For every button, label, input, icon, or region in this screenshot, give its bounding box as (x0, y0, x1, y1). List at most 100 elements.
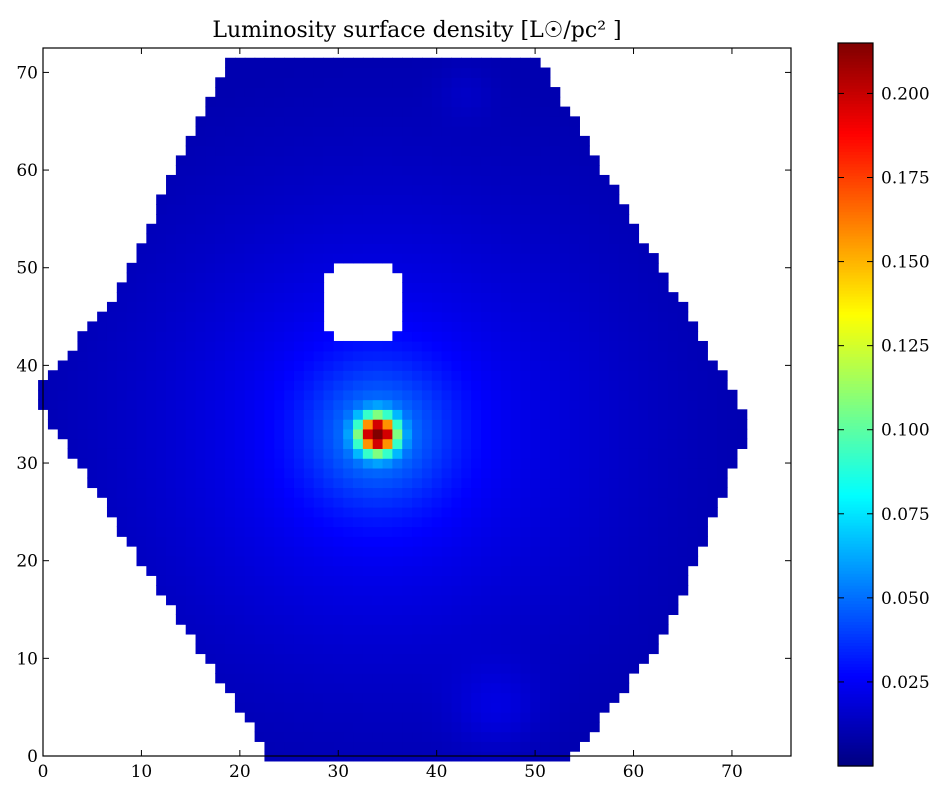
heatmap-cell (205, 477, 216, 489)
heatmap-cell (362, 243, 374, 254)
heatmap-cell (421, 721, 433, 733)
heatmap-cell (500, 262, 512, 274)
heatmap-cell (382, 419, 393, 430)
heatmap-cell (225, 233, 236, 244)
heatmap-cell (274, 135, 285, 147)
heatmap-cell (648, 350, 659, 362)
heatmap-cell (185, 194, 197, 205)
heatmap-cell (431, 380, 443, 391)
heatmap-cell (264, 409, 275, 420)
heatmap-cell (254, 174, 266, 186)
heatmap-cell (480, 458, 492, 469)
heatmap-cell (520, 389, 531, 401)
heatmap-cell (608, 536, 620, 547)
heatmap-cell (185, 458, 197, 469)
heatmap-cell (274, 165, 285, 176)
heatmap-cell (166, 380, 177, 391)
heatmap-cell (392, 155, 403, 166)
heatmap-cell (362, 380, 374, 391)
heatmap-cell (451, 106, 462, 117)
heatmap-cell (156, 497, 167, 508)
heatmap-cell (461, 174, 472, 186)
heatmap-cell (264, 301, 275, 313)
heatmap-cell (520, 731, 531, 742)
heatmap-cell (284, 731, 295, 742)
heatmap-cell (234, 87, 246, 98)
heatmap-cell (421, 243, 433, 254)
heatmap-cell (441, 604, 453, 615)
heatmap-cell (353, 253, 364, 264)
heatmap-cell (215, 477, 226, 489)
heatmap-cell (244, 467, 256, 479)
heatmap-cell (421, 536, 433, 547)
heatmap-cell (333, 497, 344, 508)
heatmap-cell (166, 428, 177, 440)
heatmap-cell (658, 311, 669, 323)
heatmap-cell (372, 546, 384, 557)
heatmap-cell (480, 292, 492, 303)
heatmap-cell (569, 497, 580, 508)
heatmap-cell (166, 223, 177, 235)
heatmap-cell (421, 428, 433, 440)
heatmap-cell (549, 712, 561, 723)
heatmap-cell (205, 165, 216, 176)
heatmap-cell (175, 174, 187, 186)
heatmap-cell (608, 204, 620, 215)
heatmap-cell (579, 663, 590, 674)
heatmap-cell (421, 633, 433, 645)
heatmap-cell (244, 643, 256, 655)
heatmap-cell (244, 57, 256, 69)
heatmap-cell (549, 165, 561, 176)
heatmap-cell (530, 262, 541, 274)
heatmap-cell (67, 389, 79, 401)
heatmap-cell (293, 497, 305, 508)
colorbar-step (838, 380, 873, 385)
heatmap-cell (540, 633, 551, 645)
heatmap-cell (687, 370, 699, 381)
heatmap-cell (274, 174, 285, 186)
heatmap-cell (372, 614, 384, 625)
heatmap-cell (215, 536, 226, 547)
heatmap-cell (382, 428, 393, 440)
colorbar-step (838, 154, 873, 159)
heatmap-cell (156, 233, 167, 244)
heatmap-cell (175, 585, 187, 596)
heatmap-cell (569, 233, 580, 244)
heatmap-cell (490, 301, 502, 313)
heatmap-cell (480, 243, 492, 254)
heatmap-cell (451, 194, 462, 205)
heatmap-cell (648, 428, 659, 440)
heatmap-cell (579, 712, 590, 723)
heatmap-cell (638, 243, 649, 254)
heatmap-cell (569, 575, 580, 586)
heatmap-cell (225, 672, 236, 684)
heatmap-cell (353, 77, 364, 88)
heatmap-cell (461, 389, 472, 401)
heatmap-cell (628, 331, 640, 342)
heatmap-cell (362, 643, 374, 655)
heatmap-cell (471, 555, 482, 567)
heatmap-cell (579, 526, 590, 537)
heatmap-cell (244, 360, 256, 371)
heatmap-cell (569, 458, 580, 469)
heatmap-cell (471, 428, 482, 440)
heatmap-cell (431, 116, 443, 127)
heatmap-cell (549, 565, 561, 576)
heatmap-cell (106, 458, 118, 469)
heatmap-cell (421, 594, 433, 606)
heatmap-cell (215, 106, 226, 117)
heatmap-cell (559, 184, 571, 196)
colorbar-step (838, 449, 873, 454)
heatmap-cell (500, 360, 512, 371)
heatmap-cell (323, 477, 334, 489)
colorbar-step (838, 139, 873, 144)
heatmap-cell (146, 360, 157, 371)
heatmap-cell (540, 214, 551, 225)
heatmap-cell (677, 585, 689, 596)
heatmap-cell (215, 633, 226, 645)
heatmap-cell (156, 546, 167, 557)
colorbar-step (838, 561, 873, 565)
heatmap-cell (599, 292, 610, 303)
heatmap-cell (431, 546, 443, 557)
heatmap-cell (234, 301, 246, 313)
